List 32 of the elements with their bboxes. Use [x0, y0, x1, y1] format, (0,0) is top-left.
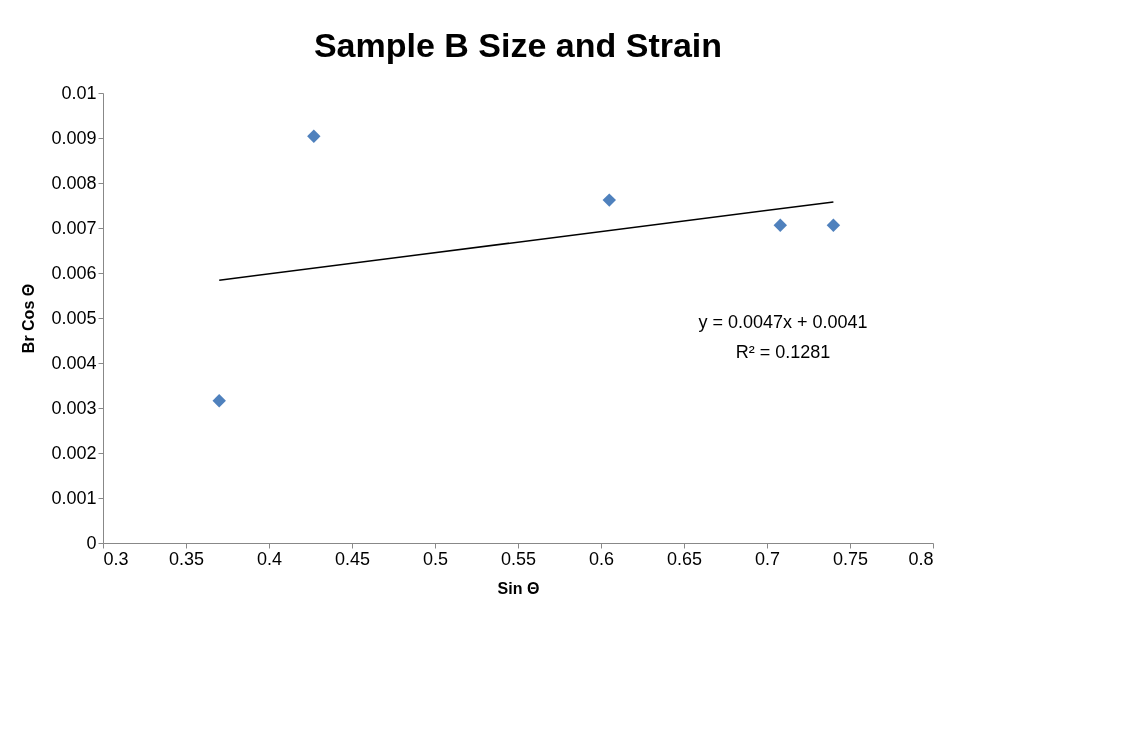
x-tick-label: 0.3	[103, 548, 129, 569]
x-tick-label: 0.55	[500, 548, 537, 569]
point	[212, 394, 226, 408]
point	[307, 129, 321, 143]
y-tick-label: 0.005	[51, 307, 97, 328]
x-tick-label: 0.6	[588, 548, 615, 569]
point	[602, 193, 617, 207]
x-tick-label: 0.7	[754, 548, 781, 569]
x-tick-label: 0.75	[832, 548, 869, 569]
chart-title: Sample B Size and Strain	[313, 26, 723, 64]
y-tick-label: 0.008	[51, 172, 97, 193]
x-tick-label: 0.35	[168, 548, 205, 569]
x-tick-label: 0.45	[334, 548, 371, 569]
point	[773, 218, 787, 233]
y-tick-label: 0.007	[51, 217, 97, 238]
y-tick-label: 0.009	[51, 127, 97, 148]
x-tick-label: 0.5	[422, 548, 449, 569]
x-tick-label: 0.4	[256, 548, 283, 569]
x-tick-label: 0.65	[666, 548, 703, 569]
y-tick-label: 0.001	[51, 487, 97, 508]
x-axis-title: Sin Θ	[497, 579, 540, 597]
y-tick-label: 0.006	[51, 262, 97, 283]
annotation: R² = 0.1281	[735, 342, 831, 362]
x-tick-label: 0.8	[908, 548, 934, 569]
y-tick-label: 0.01	[61, 82, 97, 103]
annotation: y = 0.0047x + 0.0041	[698, 312, 868, 332]
y-tick-label: 0.003	[51, 397, 97, 418]
y-tick-label: 0	[86, 532, 97, 553]
y-tick-label: 0.002	[51, 442, 97, 463]
point	[826, 218, 841, 233]
y-axis-title: Br Cos Θ	[20, 283, 38, 354]
y-tick-label: 0.004	[51, 352, 97, 373]
